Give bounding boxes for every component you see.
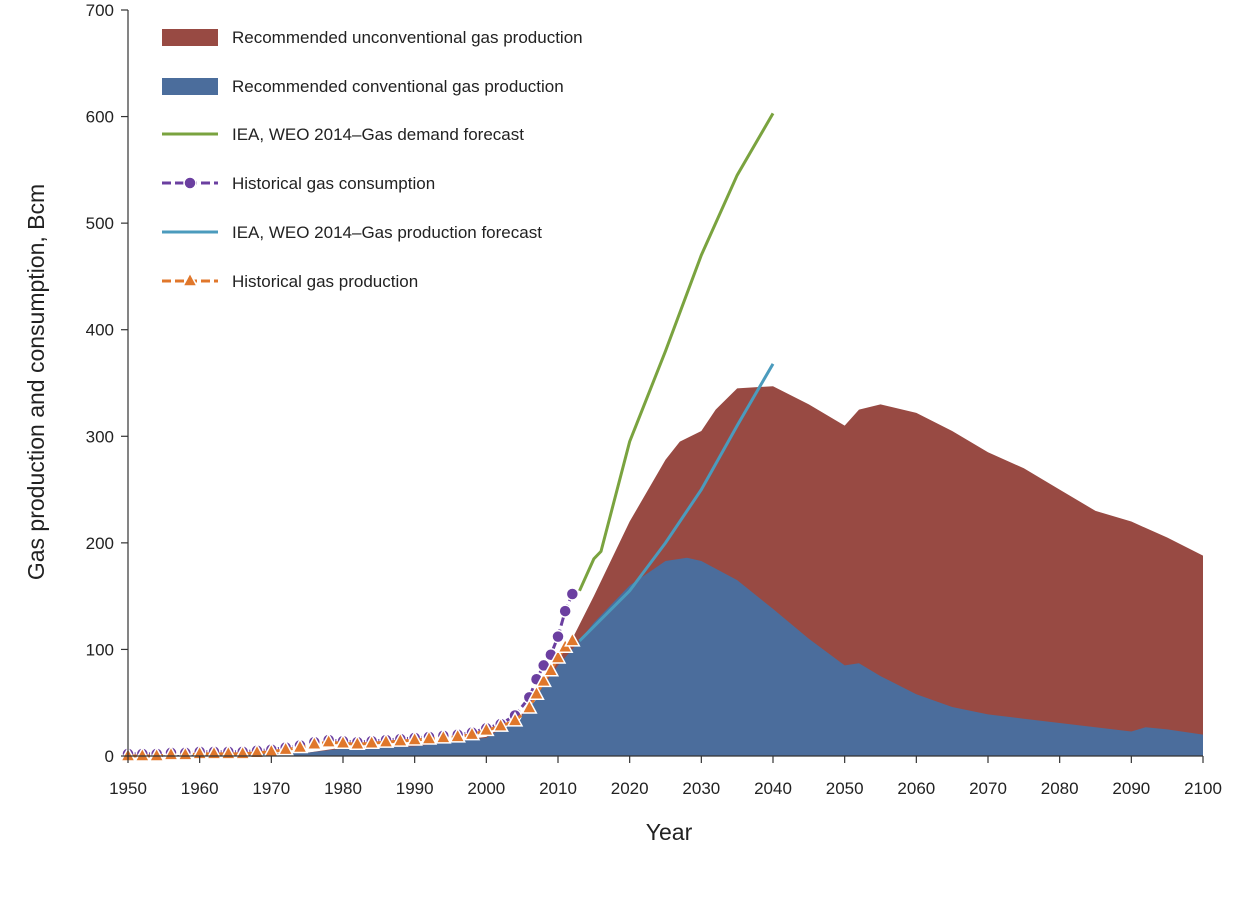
x-tick-label: 2090 — [1112, 779, 1150, 798]
production-point — [177, 745, 194, 761]
consumption-point — [565, 587, 580, 601]
x-tick-label: 2070 — [969, 779, 1007, 798]
legend-label: Historical gas consumption — [232, 174, 435, 193]
x-tick-label: 2020 — [611, 779, 649, 798]
y-axis-title: Gas production and consumption, Bcm — [23, 184, 49, 580]
y-tick-label: 100 — [86, 640, 114, 659]
production-point — [134, 746, 151, 762]
area-layer — [128, 386, 1203, 756]
x-tick-label: 1980 — [324, 779, 362, 798]
legend: Recommended unconventional gas productio… — [162, 28, 583, 291]
legend-marker-hist-production — [181, 271, 199, 287]
x-tick-label: 1950 — [109, 779, 147, 798]
production-point — [248, 743, 266, 759]
legend-label: Recommended conventional gas production — [232, 77, 564, 96]
x-tick-label: 2030 — [682, 779, 720, 798]
production-point — [478, 720, 495, 737]
x-tick-label: 2010 — [539, 779, 577, 798]
production-point — [162, 745, 180, 761]
consumption-point — [551, 629, 565, 644]
production-point — [392, 731, 409, 747]
production-point — [291, 737, 309, 754]
x-tick-label: 1990 — [396, 779, 434, 798]
x-tick-label: 2100 — [1184, 779, 1222, 798]
y-tick-label: 0 — [105, 747, 114, 766]
legend-swatch-unconventional — [162, 29, 218, 46]
x-tick-label: 2050 — [826, 779, 864, 798]
production-point — [435, 728, 452, 744]
legend-marker-consumption — [183, 176, 197, 190]
production-point — [334, 733, 352, 749]
legend-label: Recommended unconventional gas productio… — [232, 28, 583, 47]
x-axis-title: Year — [646, 819, 693, 845]
production-point — [528, 684, 545, 700]
production-point — [406, 730, 423, 746]
legend-label: Historical gas production — [232, 272, 418, 291]
legend-swatch-conventional — [162, 78, 218, 95]
production-point — [492, 716, 509, 732]
production-point — [148, 746, 165, 762]
x-tick-label: 2000 — [467, 779, 505, 798]
x-tick-label: 2060 — [897, 779, 935, 798]
production-point — [420, 729, 438, 745]
production-point — [349, 734, 366, 751]
production-point — [463, 725, 481, 741]
y-tick-label: 500 — [86, 214, 114, 233]
production-point — [549, 648, 567, 664]
demand-forecast-line — [578, 112, 775, 592]
y-tick-label: 600 — [86, 108, 114, 127]
y-tick-label: 300 — [86, 427, 114, 446]
production-point — [306, 734, 323, 751]
production-point — [320, 732, 337, 748]
conventional-area — [128, 557, 1203, 756]
production-point — [535, 671, 552, 688]
x-tick-label: 2040 — [754, 779, 792, 798]
axes: 0 100 200 300 400 500 600 700 1950 1960 1970 1980 19… — [86, 1, 1222, 798]
production-point — [363, 733, 380, 749]
x-tick-label: 1960 — [181, 779, 219, 798]
legend-label: IEA, WEO 2014–Gas production forecast — [232, 223, 542, 242]
production-point — [277, 740, 294, 756]
production-point — [506, 711, 524, 727]
production-point — [449, 727, 466, 743]
legend-label: IEA, WEO 2014–Gas demand forecast — [232, 125, 524, 144]
consumption-point — [558, 604, 572, 618]
x-tick-label: 1970 — [252, 779, 290, 798]
production-point — [564, 631, 581, 647]
y-tick-label: 200 — [86, 534, 114, 553]
line-layer — [119, 112, 775, 762]
x-tick-label: 2080 — [1041, 779, 1079, 798]
y-tick-label: 700 — [86, 1, 114, 20]
production-point — [377, 732, 395, 748]
production-point — [521, 698, 538, 714]
y-tick-label: 400 — [86, 321, 114, 340]
production-forecast-line — [578, 363, 775, 642]
production-point — [542, 661, 560, 677]
